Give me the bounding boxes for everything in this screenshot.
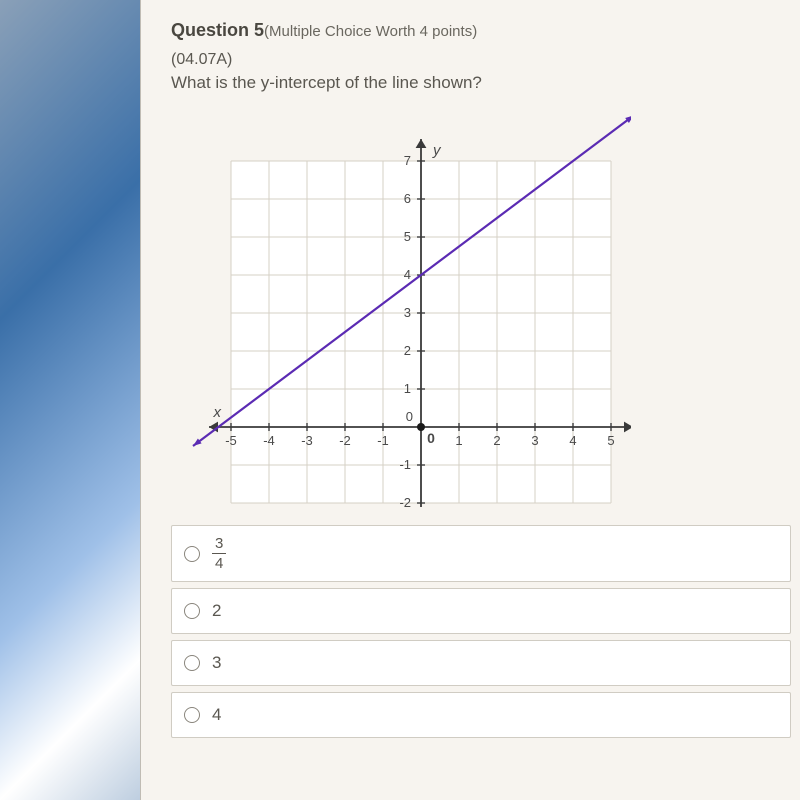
- question-number: 5: [254, 20, 264, 40]
- svg-text:1: 1: [455, 433, 462, 448]
- radio-icon: [184, 707, 200, 723]
- svg-text:4: 4: [404, 267, 411, 282]
- svg-text:5: 5: [404, 229, 411, 244]
- question-word: Question: [171, 20, 249, 40]
- answer-fraction: 3 4: [212, 536, 226, 571]
- svg-text:y: y: [432, 142, 442, 159]
- svg-text:5: 5: [607, 433, 614, 448]
- radio-icon: [184, 546, 200, 562]
- svg-text:6: 6: [404, 191, 411, 206]
- svg-text:-1: -1: [377, 433, 389, 448]
- svg-text:0: 0: [406, 409, 413, 424]
- svg-text:2: 2: [404, 343, 411, 358]
- question-label: Question 5: [171, 20, 264, 40]
- chart-svg: -5 -4 -3 -2 -1 1 2 3 4 5 -2 -1 1 2 3 4 5 6 7 00 y x: [171, 107, 631, 507]
- svg-text:3: 3: [531, 433, 538, 448]
- svg-text:2: 2: [493, 433, 500, 448]
- svg-text:-4: -4: [263, 433, 275, 448]
- answer-label: 3: [212, 653, 221, 673]
- svg-text:-1: -1: [399, 457, 411, 472]
- answer-label: 4: [212, 705, 221, 725]
- answer-option[interactable]: 2: [171, 588, 791, 634]
- svg-text:0: 0: [427, 430, 435, 446]
- svg-text:4: 4: [569, 433, 576, 448]
- question-header: Question 5(Multiple Choice Worth 4 point…: [171, 20, 800, 41]
- fraction-numerator: 3: [212, 536, 226, 554]
- answer-option[interactable]: 4: [171, 692, 791, 738]
- svg-text:-5: -5: [225, 433, 237, 448]
- svg-text:-2: -2: [339, 433, 351, 448]
- svg-text:-3: -3: [301, 433, 313, 448]
- answer-option[interactable]: 3 4: [171, 525, 791, 582]
- answer-option[interactable]: 3: [171, 640, 791, 686]
- question-prompt: What is the y-intercept of the line show…: [171, 73, 800, 93]
- svg-text:-2: -2: [399, 495, 411, 507]
- question-panel: Question 5(Multiple Choice Worth 4 point…: [140, 0, 800, 800]
- svg-text:x: x: [213, 404, 222, 421]
- graph: -5 -4 -3 -2 -1 1 2 3 4 5 -2 -1 1 2 3 4 5 6 7 00 y x: [171, 107, 631, 507]
- question-worth: (Multiple Choice Worth 4 points): [264, 23, 477, 40]
- answer-list: 3 4 2 3 4: [171, 525, 791, 738]
- svg-text:7: 7: [404, 153, 411, 168]
- svg-text:3: 3: [404, 305, 411, 320]
- svg-text:1: 1: [404, 381, 411, 396]
- radio-icon: [184, 655, 200, 671]
- answer-label: 2: [212, 601, 221, 621]
- radio-icon: [184, 603, 200, 619]
- standard-code: (04.07A): [171, 51, 800, 69]
- fraction-denominator: 4: [215, 554, 223, 571]
